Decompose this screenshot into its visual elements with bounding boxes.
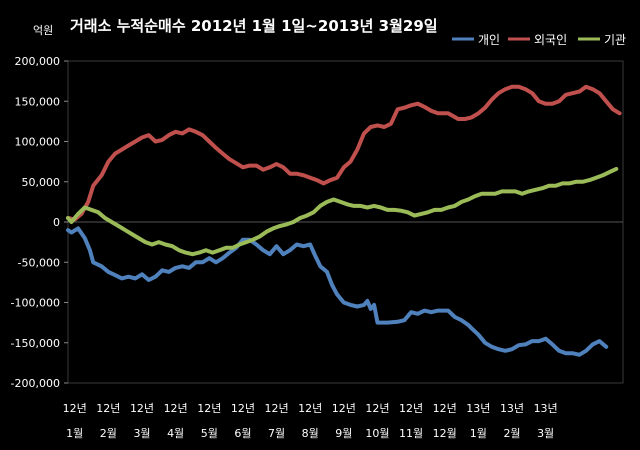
y-tick-label: -200,000 [11, 377, 60, 390]
legend: 개인 외국인 기관 [452, 33, 626, 47]
y-tick-label: -100,000 [11, 297, 60, 310]
legend-label: 기관 [604, 33, 626, 47]
x-tick-month-label: 4월 [167, 427, 184, 440]
x-tick-year-label: 12년 [197, 402, 221, 415]
x-tick-month-label: 2월 [503, 427, 520, 440]
y-tick-label: 50,000 [22, 176, 61, 189]
x-tick-month-label: 7월 [268, 427, 285, 440]
x-tick-year-label: 13년 [500, 402, 524, 415]
y-tick-label: -50,000 [18, 256, 60, 269]
y-tick-label: 0 [53, 216, 60, 229]
x-axis: 12년 1월 12년 2월 12년 3월 12년 4월 12년 5월 12년 6월 12년 7월 12년 8월… [63, 402, 558, 440]
x-tick-month-label: 1월 [470, 427, 487, 440]
x-tick-month-label: 3월 [133, 427, 150, 440]
x-tick-year-label: 12년 [231, 402, 255, 415]
x-tick-year-label: 12년 [130, 402, 154, 415]
x-tick-month-label: 12월 [433, 427, 457, 440]
y-axis-unit-label: 억원 [33, 24, 53, 37]
x-tick-year-label: 12년 [298, 402, 322, 415]
x-tick-month-label: 6월 [234, 427, 251, 440]
legend-label: 외국인 [534, 33, 567, 47]
x-tick-month-label: 9월 [335, 427, 352, 440]
y-tick-label: -150,000 [11, 337, 60, 350]
series-layer [66, 84, 622, 357]
x-tick-month-label: 1월 [66, 427, 83, 440]
y-tick-label: 200,000 [15, 55, 61, 68]
x-tick-month-label: 3월 [537, 427, 554, 440]
x-tick-month-label: 10월 [365, 427, 389, 440]
y-axis: 200,000 150,000 100,000 50,000 0 -50,000 -100,… [11, 55, 68, 390]
x-tick-month-label: 11월 [399, 427, 423, 440]
x-tick-year-label: 12년 [365, 402, 389, 415]
chart-title: 거래소 누적순매수 2012년 1월 1일~2013년 3월29일 [70, 17, 438, 35]
y-tick-label: 100,000 [15, 136, 61, 149]
x-tick-year-label: 12년 [96, 402, 120, 415]
x-tick-month-label: 2월 [100, 427, 117, 440]
series-line-3 [66, 166, 619, 257]
series-line-2 [66, 84, 622, 222]
x-tick-year-label: 12년 [332, 402, 356, 415]
x-tick-year-label: 12년 [399, 402, 423, 415]
series-line-1 [66, 226, 609, 357]
x-tick-month-label: 8월 [302, 427, 319, 440]
x-tick-year-label: 13년 [534, 402, 558, 415]
x-tick-month-label: 5월 [201, 427, 218, 440]
x-tick-year-label: 13년 [466, 402, 490, 415]
x-tick-year-label: 12년 [433, 402, 457, 415]
x-tick-year-label: 12년 [264, 402, 288, 415]
x-tick-year-label: 12년 [164, 402, 188, 415]
x-tick-year-label: 12년 [63, 402, 87, 415]
legend-label: 개인 [478, 33, 500, 47]
y-tick-label: 150,000 [15, 95, 61, 108]
